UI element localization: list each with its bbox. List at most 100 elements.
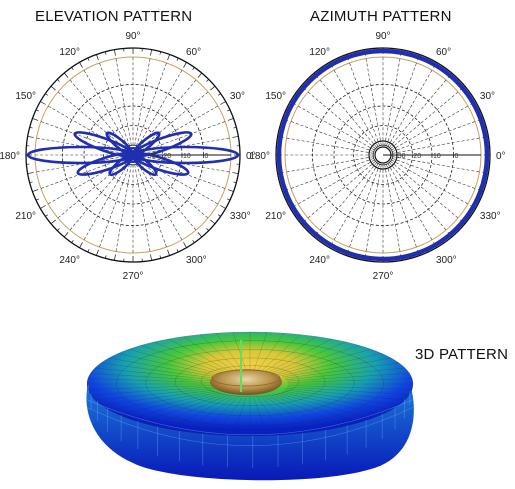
elevation-angle-label: 300° <box>186 255 207 266</box>
torus-mesh-line <box>215 397 243 436</box>
torus-mesh-line <box>87 385 213 390</box>
elevation-tick <box>197 72 203 78</box>
torus-mesh-line <box>154 341 228 373</box>
elevation-tick <box>87 249 90 253</box>
elevation-tick <box>114 49 116 56</box>
torus-mesh-line <box>282 390 392 411</box>
torus-mesh-line <box>108 357 218 378</box>
elevation-tick <box>50 219 56 225</box>
azimuth-inner-ring <box>374 146 392 164</box>
elevation-tick <box>150 254 152 261</box>
elevation-tick <box>167 54 170 61</box>
torus-mesh-line <box>287 386 410 396</box>
torus-mesh-ring <box>145 349 355 417</box>
elevation-tick <box>176 57 179 61</box>
torus-side-mesh-ring <box>86 407 414 446</box>
elevation-tick <box>45 214 49 217</box>
torus-mesh-line <box>118 353 220 377</box>
elevation-tick <box>27 172 34 174</box>
elevation-tick <box>40 205 46 209</box>
torus-mesh-line <box>90 372 213 382</box>
torus-mesh-ring <box>86 331 414 437</box>
elevation-tick <box>197 232 203 238</box>
azimuth-pattern-title: AZIMUTH PATTERN <box>310 8 452 25</box>
torus-mesh-line <box>278 393 372 420</box>
azimuth-angle-label: 60° <box>436 47 451 58</box>
elevation-tick <box>227 198 231 201</box>
elevation-tick <box>232 136 239 138</box>
torus-mesh-line <box>287 372 410 382</box>
torus-mesh-ring <box>200 365 300 398</box>
torus-mesh-line <box>101 389 216 406</box>
torus-mesh-line <box>101 362 216 379</box>
azimuth-angle-label: 90° <box>375 31 390 42</box>
elevation-angle-label: 90° <box>125 31 140 42</box>
torus-mesh-line <box>168 338 232 373</box>
azimuth-angle-label: 240° <box>309 255 330 266</box>
elevation-tick <box>206 228 209 231</box>
torus-mesh-line <box>257 332 285 371</box>
torus-mesh-line <box>87 378 213 383</box>
elevation-tick <box>96 54 99 61</box>
elevation-tick <box>192 239 195 243</box>
elevation-angle-label: 30° <box>230 91 245 102</box>
elevation-radial-label: 30 <box>148 153 156 160</box>
torus-mesh-line <box>268 338 332 373</box>
torus-mesh-line <box>275 394 360 423</box>
elevation-tick <box>150 49 152 56</box>
elevation-tick <box>87 57 90 61</box>
elevation-tick <box>45 93 49 96</box>
elevation-radial-label: 0 <box>205 153 209 160</box>
torus-mesh-line <box>199 334 239 371</box>
torus-mesh-line <box>261 334 301 371</box>
elevation-tick <box>233 126 237 129</box>
torus-mesh-line <box>275 345 360 374</box>
elevation-tick <box>192 67 195 71</box>
torus-mesh-line <box>286 388 406 401</box>
elevation-tick <box>176 249 179 253</box>
elevation-tick <box>35 198 39 201</box>
azimuth-inner-ring <box>368 140 398 170</box>
torus-mesh-line <box>183 336 235 372</box>
torus-mesh-line <box>183 396 235 432</box>
torus-mesh-line <box>140 345 225 374</box>
torus-mesh-line <box>128 393 222 420</box>
elevation-grid <box>25 47 241 263</box>
azimuth-angle-label: 270° <box>373 271 394 282</box>
elevation-radial-label: 20 <box>163 153 171 160</box>
torus-mesh-line <box>272 395 346 427</box>
elevation-tick <box>220 101 226 105</box>
elevation-tick <box>29 126 33 129</box>
torus-mesh-line <box>287 385 413 390</box>
torus-mesh-line <box>232 332 247 371</box>
elevation-tick <box>27 136 34 138</box>
azimuth-angle-label: 330° <box>480 211 501 222</box>
elevation-tick <box>63 72 69 78</box>
azimuth-angle-label: 210° <box>265 211 286 222</box>
elevation-tick <box>50 85 56 91</box>
elevation-tick <box>104 51 107 55</box>
torus-mesh-line <box>128 348 222 375</box>
elevation-angle-label: 330° <box>230 211 251 222</box>
torus-mesh-line <box>108 390 218 411</box>
elevation-center-lobe <box>125 147 141 163</box>
torus-mesh-lines <box>86 331 414 468</box>
elevation-tick <box>210 85 216 91</box>
torus-mesh-line <box>118 391 220 415</box>
torus-mesh-line <box>265 396 317 432</box>
elevation-radial-label: 10 <box>183 153 191 160</box>
torus-mesh-line <box>140 394 225 423</box>
elevation-tick <box>35 109 39 112</box>
elevation-tick <box>159 255 162 259</box>
torus-mesh-line <box>272 341 346 373</box>
torus-mesh-line <box>286 367 406 380</box>
elevation-tick <box>96 249 99 256</box>
elevation-tick <box>183 242 187 248</box>
torus-mesh-line <box>168 395 232 430</box>
elevation-tick <box>233 181 237 184</box>
torus-hole-rim <box>211 369 281 387</box>
torus-mesh-ring <box>116 340 384 427</box>
elevation-tick <box>32 189 39 192</box>
elevation-polar-plot: 30 20 10 0 0° 30° 60° 90° 120° 150° 180° 210° 240° 27… <box>0 31 256 282</box>
